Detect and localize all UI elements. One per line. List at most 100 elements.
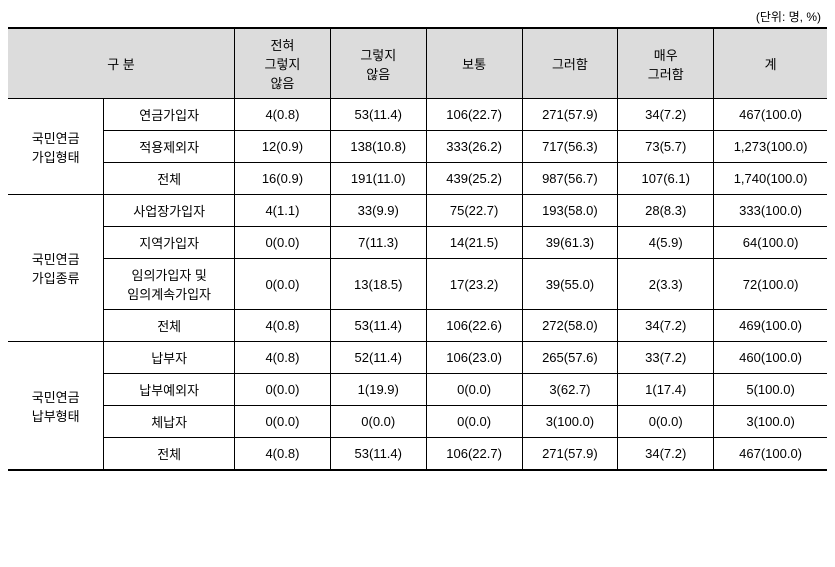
table-row: 국민연금가입종류사업장가입자4(1.1)33(9.9)75(22.7)193(5… [8,195,827,227]
data-cell: 4(1.1) [235,195,331,227]
data-cell: 34(7.2) [618,99,714,131]
data-cell: 271(57.9) [522,438,618,471]
group-label: 국민연금납부형태 [8,342,104,471]
data-cell: 717(56.3) [522,131,618,163]
data-cell: 4(0.8) [235,310,331,342]
row-label: 연금가입자 [104,99,235,131]
data-cell: 3(62.7) [522,374,618,406]
data-cell: 271(57.9) [522,99,618,131]
row-label: 납부자 [104,342,235,374]
data-cell: 33(9.9) [330,195,426,227]
data-cell: 0(0.0) [330,406,426,438]
data-cell: 33(7.2) [618,342,714,374]
data-cell: 16(0.9) [235,163,331,195]
data-cell: 439(25.2) [426,163,522,195]
table-row: 임의가입자 및임의계속가입자0(0.0)13(18.5)17(23.2)39(5… [8,259,827,310]
data-cell: 0(0.0) [235,374,331,406]
data-cell: 0(0.0) [235,227,331,259]
header-row: 구 분 전혀그렇지않음 그렇지않음 보통 그러함 매우그러함 계 [8,28,827,99]
data-cell: 0(0.0) [618,406,714,438]
header-scale-5: 계 [714,28,827,99]
data-cell: 138(10.8) [330,131,426,163]
data-cell: 106(23.0) [426,342,522,374]
header-scale-0: 전혀그렇지않음 [235,28,331,99]
data-cell: 106(22.7) [426,99,522,131]
group-label: 국민연금가입종류 [8,195,104,342]
data-table: 구 분 전혀그렇지않음 그렇지않음 보통 그러함 매우그러함 계 국민연금가입형… [8,27,827,471]
data-cell: 4(0.8) [235,99,331,131]
data-cell: 75(22.7) [426,195,522,227]
data-cell: 73(5.7) [618,131,714,163]
table-body: 국민연금가입형태연금가입자4(0.8)53(11.4)106(22.7)271(… [8,99,827,471]
data-cell: 191(11.0) [330,163,426,195]
data-cell: 0(0.0) [235,259,331,310]
data-cell: 5(100.0) [714,374,827,406]
data-cell: 193(58.0) [522,195,618,227]
table-row: 지역가입자0(0.0)7(11.3)14(21.5)39(61.3)4(5.9)… [8,227,827,259]
data-cell: 272(58.0) [522,310,618,342]
unit-note: (단위: 명, %) [8,8,827,25]
data-cell: 28(8.3) [618,195,714,227]
data-cell: 1,273(100.0) [714,131,827,163]
data-cell: 4(0.8) [235,438,331,471]
row-label: 임의가입자 및임의계속가입자 [104,259,235,310]
row-label: 전체 [104,310,235,342]
header-scale-3: 그러함 [522,28,618,99]
table-row: 전체4(0.8)53(11.4)106(22.7)271(57.9)34(7.2… [8,438,827,471]
row-label: 전체 [104,438,235,471]
row-label: 납부예외자 [104,374,235,406]
data-cell: 0(0.0) [426,406,522,438]
data-cell: 467(100.0) [714,99,827,131]
data-cell: 467(100.0) [714,438,827,471]
table-row: 전체16(0.9)191(11.0)439(25.2)987(56.7)107(… [8,163,827,195]
row-label: 체납자 [104,406,235,438]
data-cell: 0(0.0) [235,406,331,438]
data-cell: 1,740(100.0) [714,163,827,195]
table-row: 국민연금납부형태납부자4(0.8)52(11.4)106(23.0)265(57… [8,342,827,374]
table-row: 국민연금가입형태연금가입자4(0.8)53(11.4)106(22.7)271(… [8,99,827,131]
group-label: 국민연금가입형태 [8,99,104,195]
data-cell: 107(6.1) [618,163,714,195]
data-cell: 1(19.9) [330,374,426,406]
data-cell: 12(0.9) [235,131,331,163]
data-cell: 265(57.6) [522,342,618,374]
data-cell: 7(11.3) [330,227,426,259]
data-cell: 34(7.2) [618,310,714,342]
data-cell: 4(0.8) [235,342,331,374]
data-cell: 53(11.4) [330,310,426,342]
data-cell: 333(26.2) [426,131,522,163]
data-cell: 460(100.0) [714,342,827,374]
data-cell: 39(55.0) [522,259,618,310]
header-scale-4: 매우그러함 [618,28,714,99]
data-cell: 106(22.7) [426,438,522,471]
data-cell: 0(0.0) [426,374,522,406]
data-cell: 13(18.5) [330,259,426,310]
header-scale-2: 보통 [426,28,522,99]
data-cell: 34(7.2) [618,438,714,471]
table-row: 적용제외자12(0.9)138(10.8)333(26.2)717(56.3)7… [8,131,827,163]
row-label: 사업장가입자 [104,195,235,227]
data-cell: 14(21.5) [426,227,522,259]
data-cell: 53(11.4) [330,438,426,471]
data-cell: 1(17.4) [618,374,714,406]
data-cell: 3(100.0) [522,406,618,438]
header-scale-1: 그렇지않음 [330,28,426,99]
row-label: 지역가입자 [104,227,235,259]
table-row: 체납자0(0.0)0(0.0)0(0.0)3(100.0)0(0.0)3(100… [8,406,827,438]
data-cell: 469(100.0) [714,310,827,342]
header-category: 구 분 [8,28,235,99]
data-cell: 39(61.3) [522,227,618,259]
data-cell: 3(100.0) [714,406,827,438]
data-cell: 333(100.0) [714,195,827,227]
data-cell: 4(5.9) [618,227,714,259]
table-row: 전체4(0.8)53(11.4)106(22.6)272(58.0)34(7.2… [8,310,827,342]
data-cell: 53(11.4) [330,99,426,131]
data-cell: 52(11.4) [330,342,426,374]
data-cell: 64(100.0) [714,227,827,259]
data-cell: 106(22.6) [426,310,522,342]
data-cell: 17(23.2) [426,259,522,310]
row-label: 전체 [104,163,235,195]
table-row: 납부예외자0(0.0)1(19.9)0(0.0)3(62.7)1(17.4)5(… [8,374,827,406]
data-cell: 2(3.3) [618,259,714,310]
row-label: 적용제외자 [104,131,235,163]
